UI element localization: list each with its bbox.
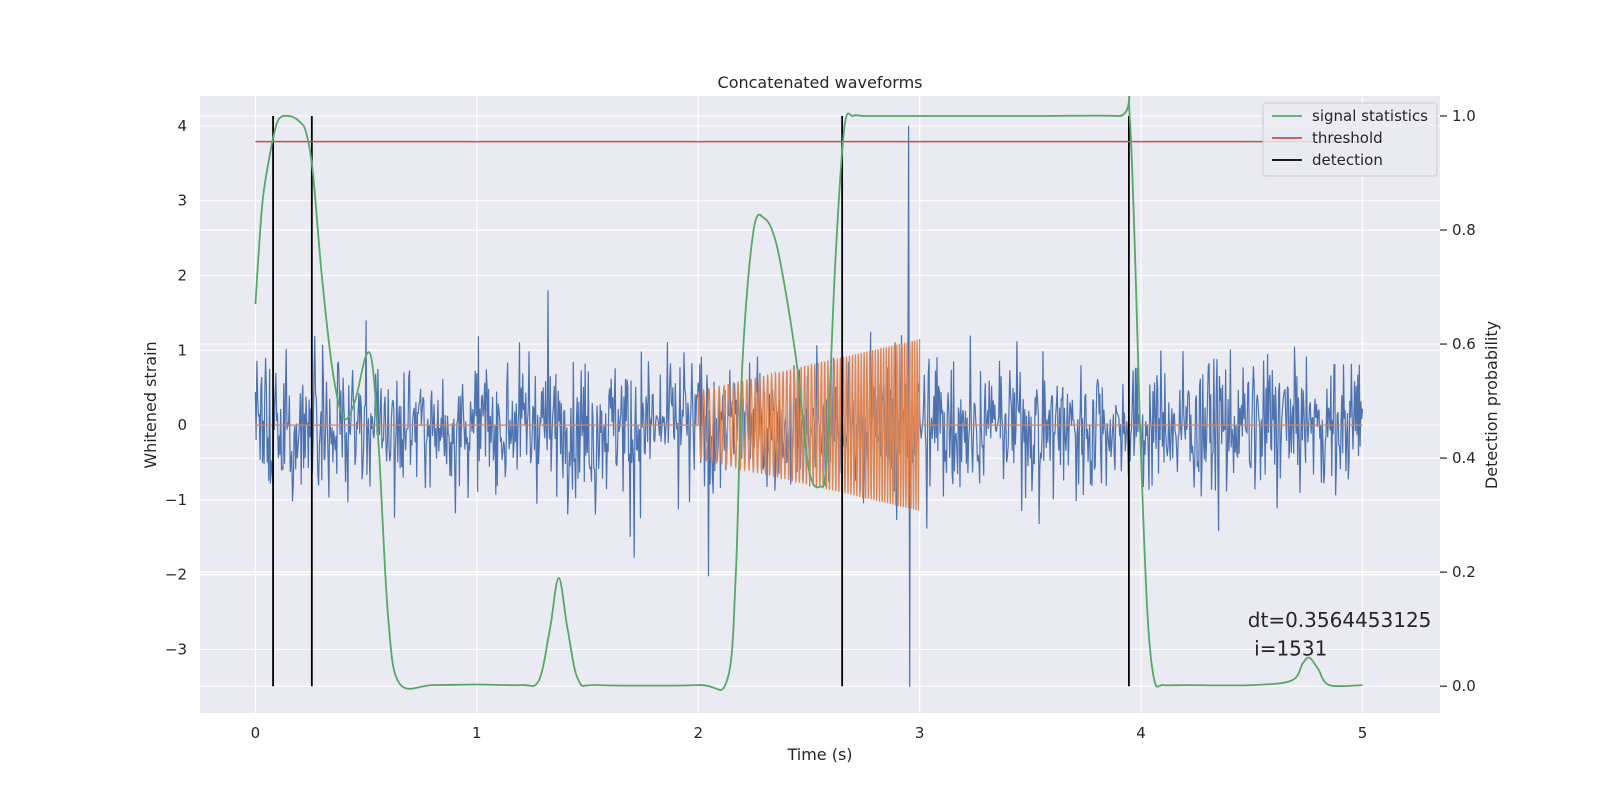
y2-tick-label: 0.2: [1452, 563, 1476, 581]
chart-title: Concatenated waveforms: [718, 73, 923, 92]
x-tick-label: 4: [1136, 724, 1146, 742]
legend-label: detection: [1312, 151, 1383, 169]
x-tick-label: 1: [472, 724, 482, 742]
plot-area: [254, 96, 1364, 691]
detection-lines: [272, 115, 1130, 687]
y-axis-left: −3 −2 −1 0 1 2 3 4: [165, 117, 187, 659]
x-axis-label: Time (s): [786, 745, 852, 764]
y2-tick-label: 0.8: [1452, 221, 1476, 239]
legend-label: signal statistics: [1312, 107, 1428, 125]
y2-tick-label: 0.0: [1452, 677, 1476, 695]
legend-frame: [1262, 102, 1438, 177]
x-tick-label: 0: [251, 724, 261, 742]
plot-background: [200, 96, 1440, 713]
annotations: dt=0.3564453125 i=1531: [1248, 608, 1432, 660]
x-tick-label: 2: [693, 724, 703, 742]
x-axis: 0 1 2 3 4 5: [251, 724, 1368, 742]
legend: signal statistics threshold detection: [1262, 102, 1438, 177]
x-tick-label: 5: [1358, 724, 1368, 742]
y-tick-label: −1: [165, 491, 187, 509]
y-tick-label: 0: [177, 416, 187, 434]
x-tick-label: 3: [915, 724, 925, 742]
legend-label: threshold: [1312, 129, 1383, 147]
y2-tick-label: 1.0: [1452, 107, 1476, 125]
template-waveform-series: [255, 339, 1363, 511]
y-axis-label: Whitened strain: [141, 341, 160, 468]
y-axis-right: 0.0 0.2 0.4 0.6 0.8 1.0: [1440, 107, 1476, 695]
y-tick-label: −2: [165, 566, 187, 584]
annotation-text: i=1531: [1248, 636, 1328, 660]
y2-tick-label: 0.6: [1452, 335, 1476, 353]
y-tick-label: 1: [177, 341, 187, 359]
signal-statistics-series: [254, 96, 1363, 691]
y-tick-label: 2: [177, 266, 187, 284]
annotation-text: dt=0.3564453125: [1248, 608, 1432, 632]
y2-tick-label: 0.4: [1452, 449, 1476, 467]
y-tick-label: 3: [177, 192, 187, 210]
y-tick-label: 4: [177, 117, 187, 135]
y2-axis-label: Detection probability: [1482, 321, 1501, 489]
y-tick-label: −3: [165, 640, 187, 658]
